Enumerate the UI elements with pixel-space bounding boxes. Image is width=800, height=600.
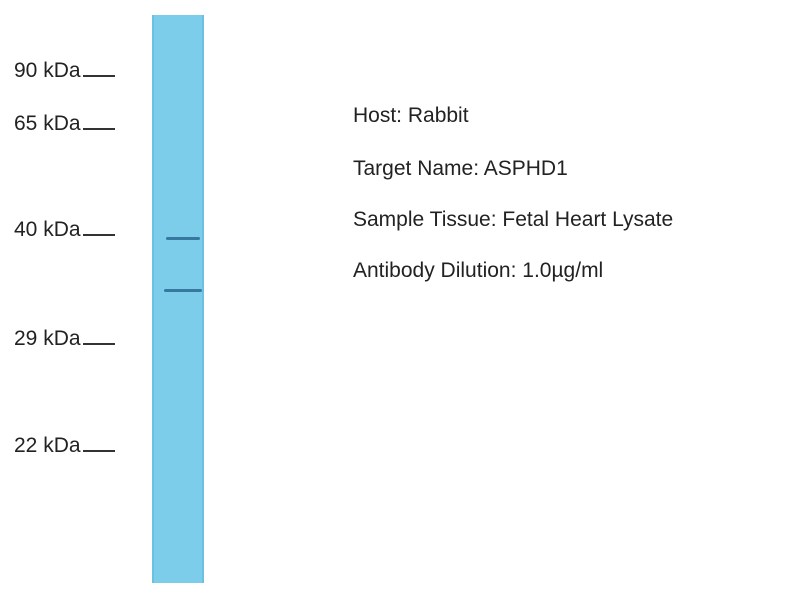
target-name-label: Target Name: ASPHD1 [353,157,568,180]
marker-40kda: 40 kDa [14,218,115,242]
host-label: Host: Rabbit [353,104,469,127]
marker-65kda: 65 kDa [14,112,115,136]
band-lower [164,289,202,292]
band-upper [166,237,200,240]
marker-tick [82,234,115,236]
marker-tick [82,343,115,345]
sample-tissue-label: Sample Tissue: Fetal Heart Lysate [353,208,674,231]
marker-tick [82,450,115,452]
antibody-dilution-label: Antibody Dilution: 1.0µg/ml [353,259,604,282]
marker-90kda: 90 kDa [14,59,115,83]
marker-29kda: 29 kDa [14,327,115,351]
marker-tick [82,128,115,130]
marker-tick [82,75,115,77]
blot-lane [152,15,204,583]
marker-22kda: 22 kDa [14,434,115,458]
